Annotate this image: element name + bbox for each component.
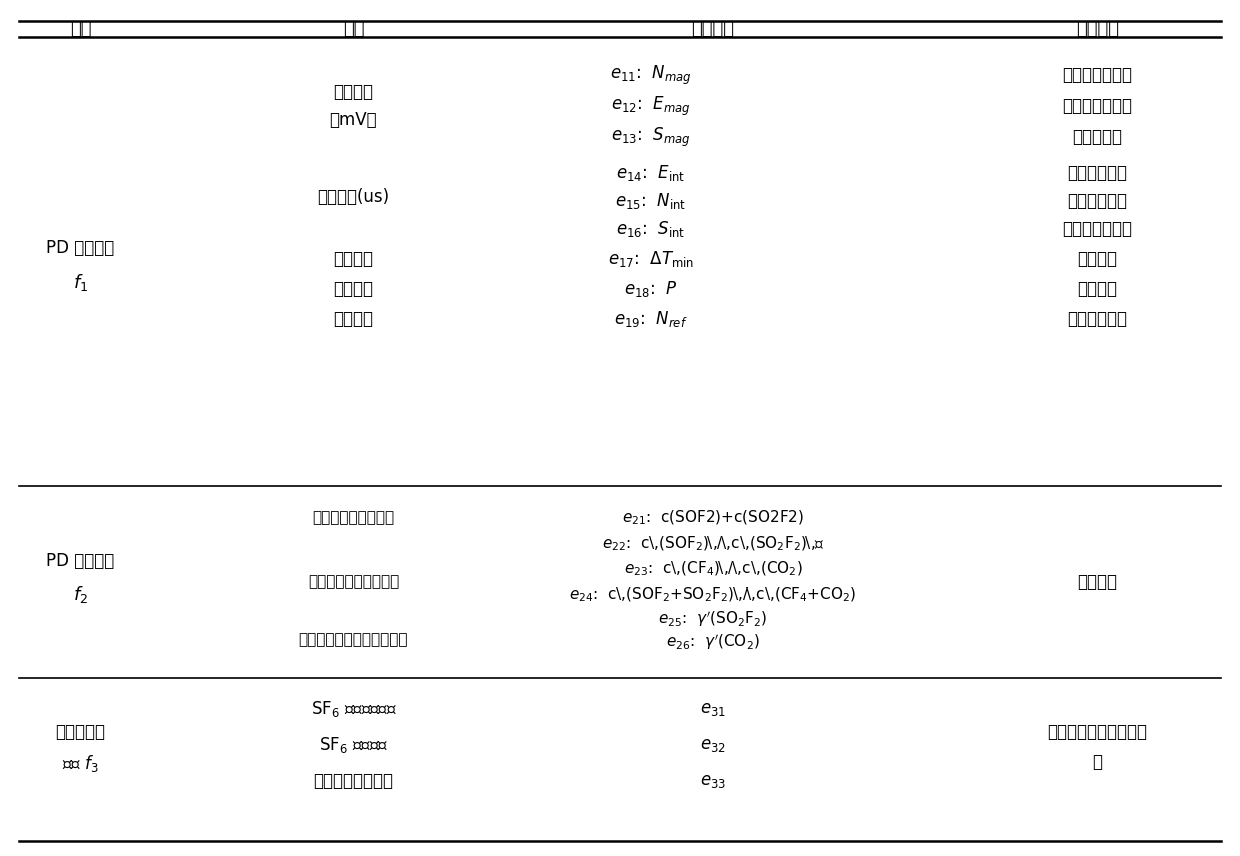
Text: $e_{19}$:  $N_{ref}$: $e_{19}$: $N_{ref}$ xyxy=(614,309,688,330)
Text: 时间间隔总数: 时间间隔总数 xyxy=(1068,192,1127,211)
Text: $e_{24}$:  c\,(SOF$_2$+SO$_2$F$_2$)\,/\,c\,(CF$_4$+CO$_2$): $e_{24}$: c\,(SOF$_2$+SO$_2$F$_2$)\,/\,c… xyxy=(569,586,857,604)
Text: 极性特征: 极性特征 xyxy=(1078,280,1117,299)
Text: 关: 关 xyxy=(1092,752,1102,771)
Text: $e_{14}$:  $E_{\rm int}$: $e_{14}$: $E_{\rm int}$ xyxy=(616,163,686,183)
Text: 特征组分气体产气均方速率: 特征组分气体产气均方速率 xyxy=(299,632,408,647)
Text: $e_{26}$:  $\gamma'$(CO$_2$): $e_{26}$: $\gamma'$(CO$_2$) xyxy=(666,633,760,651)
Text: 放电能量: 放电能量 xyxy=(1078,573,1117,591)
Text: 参数: 参数 xyxy=(342,20,365,39)
Text: PD 电气参量: PD 电气参量 xyxy=(46,239,115,258)
Text: 间歇特征: 间歇特征 xyxy=(334,250,373,269)
Text: 特征组分气体含量比值: 特征组分气体含量比值 xyxy=(308,574,399,590)
Text: $e_{16}$:  $S_{\rm int}$: $e_{16}$: $S_{\rm int}$ xyxy=(616,219,686,240)
Text: $e_{23}$:  c\,(CF$_4$)\,/\,c\,(CO$_2$): $e_{23}$: c\,(CF$_4$)\,/\,c\,(CO$_2$) xyxy=(624,560,802,579)
Text: $e_{32}$: $e_{32}$ xyxy=(701,735,725,754)
Text: 间歇特征: 间歇特征 xyxy=(1078,250,1117,269)
Text: 时间间隔标准差: 时间间隔标准差 xyxy=(1063,220,1132,239)
Text: 放电区间: 放电区间 xyxy=(334,310,373,329)
Text: $e_{25}$:  $\gamma'$(SO$_2$F$_2$): $e_{25}$: $\gamma'$(SO$_2$F$_2$) xyxy=(658,609,768,628)
Text: 时间间隔(us): 时间间隔(us) xyxy=(317,187,389,206)
Text: PD 化学参量: PD 化学参量 xyxy=(46,551,115,570)
Text: 极性特征: 极性特征 xyxy=(334,280,373,299)
Text: 半波放电总次数: 半波放电总次数 xyxy=(1063,66,1132,85)
Text: 与设备绝缘状态密切相: 与设备绝缘状态密切相 xyxy=(1048,722,1147,741)
Text: 放电区域分布: 放电区域分布 xyxy=(1068,310,1127,329)
Text: 参量 $f_3$: 参量 $f_3$ xyxy=(62,753,99,774)
Text: 设备对地绝缘电阻: 设备对地绝缘电阻 xyxy=(314,771,393,790)
Text: $e_{13}$:  $S_{mag}$: $e_{13}$: $S_{mag}$ xyxy=(611,125,691,149)
Text: $e_{33}$: $e_{33}$ xyxy=(699,771,727,790)
Text: SF$_6$ 气体泄漏: SF$_6$ 气体泄漏 xyxy=(319,734,388,755)
Text: 指标体系: 指标体系 xyxy=(692,20,734,39)
Text: $f_2$: $f_2$ xyxy=(73,585,88,605)
Text: 幅值标准差: 幅值标准差 xyxy=(1073,128,1122,146)
Text: （mV）: （mV） xyxy=(330,110,377,129)
Text: 含硫分解物分解总量: 含硫分解物分解总量 xyxy=(312,510,394,526)
Text: $e_{18}$:  $P$: $e_{18}$: $P$ xyxy=(624,279,678,300)
Text: $e_{15}$:  $N_{\rm int}$: $e_{15}$: $N_{\rm int}$ xyxy=(615,191,687,211)
Text: SF$_6$ 气体的含水量: SF$_6$ 气体的含水量 xyxy=(310,698,397,719)
Text: 半波幅值的均值: 半波幅值的均值 xyxy=(1063,97,1132,116)
Text: 时间间隔均值: 时间间隔均值 xyxy=(1068,163,1127,182)
Text: $e_{31}$: $e_{31}$ xyxy=(701,699,725,718)
Text: $e_{22}$:  c\,(SOF$_2$)\,/\,c\,(SO$_2$F$_2$)\,，: $e_{22}$: c\,(SOF$_2$)\,/\,c\,(SO$_2$F$_… xyxy=(601,534,825,553)
Text: $e_{17}$:  $\Delta T_{\min}$: $e_{17}$: $\Delta T_{\min}$ xyxy=(608,249,694,270)
Text: $f_1$: $f_1$ xyxy=(73,272,88,293)
Text: 脉冲幅值: 脉冲幅值 xyxy=(334,83,373,102)
Text: 物理意义: 物理意义 xyxy=(1076,20,1118,39)
Text: 预防性试验: 预防性试验 xyxy=(56,722,105,741)
Text: $e_{11}$:  $N_{mag}$: $e_{11}$: $N_{mag}$ xyxy=(610,63,692,87)
Text: $e_{21}$:  c(SOF2)+c(SO2F2): $e_{21}$: c(SOF2)+c(SO2F2) xyxy=(622,508,804,527)
Text: 类别: 类别 xyxy=(69,20,92,39)
Text: $e_{12}$:  $E_{mag}$: $e_{12}$: $E_{mag}$ xyxy=(611,94,691,118)
